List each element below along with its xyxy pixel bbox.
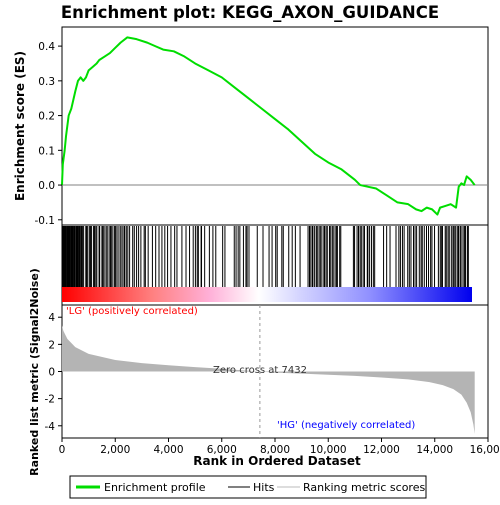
metric-tick-label: -2 [45,394,55,406]
x-tick-label: 4,000 [153,444,183,456]
es-tick-label: 0.3 [38,76,55,88]
es-tick-label: 0.1 [38,145,55,157]
ranking-heatmap [62,287,472,302]
chart-title: Enrichment plot: KEGG_AXON_GUIDANCE [61,3,439,22]
es-tick-label: -0.1 [35,215,56,227]
legend-label-enrichment: Enrichment profile [104,481,206,494]
x-tick-label: 14,000 [416,444,453,456]
metric-tick-label: 2 [48,339,55,351]
es-tick-label: 0.0 [38,180,55,192]
x-tick-label: 2,000 [100,444,130,456]
es-tick-label: 0.4 [38,41,55,53]
metric-tick-label: 4 [48,312,55,324]
es-axis-title: Enrichment score (ES) [13,51,27,201]
legend-label-metric: Ranking metric scores [303,481,425,494]
zero-cross-label: Zero cross at 7432 [213,365,307,376]
legend-label-hits: Hits [253,481,275,494]
hg-label: 'HG' (negatively correlated) [277,420,415,431]
es-panel [62,27,488,225]
es-tick-label: 0.2 [38,111,55,123]
x-tick-label: 16,000 [470,444,500,456]
x-tick-label: 12,000 [363,444,400,456]
legend: Enrichment profile Hits Ranking metric s… [70,476,426,498]
hits-layer [63,226,469,287]
lg-label: 'LG' (positively correlated) [66,306,198,317]
metric-tick-label: -4 [45,421,56,433]
metric-axis-title: Ranked list metric (Signal2Noise) [28,268,41,476]
x-tick-label: 0 [59,444,66,456]
metric-tick-label: 0 [48,367,55,379]
x-axis-title: Rank in Ordered Dataset [193,454,361,468]
enrichment-profile-line [62,37,475,214]
ranking-metric-area [62,325,475,434]
es-layer [62,37,488,214]
